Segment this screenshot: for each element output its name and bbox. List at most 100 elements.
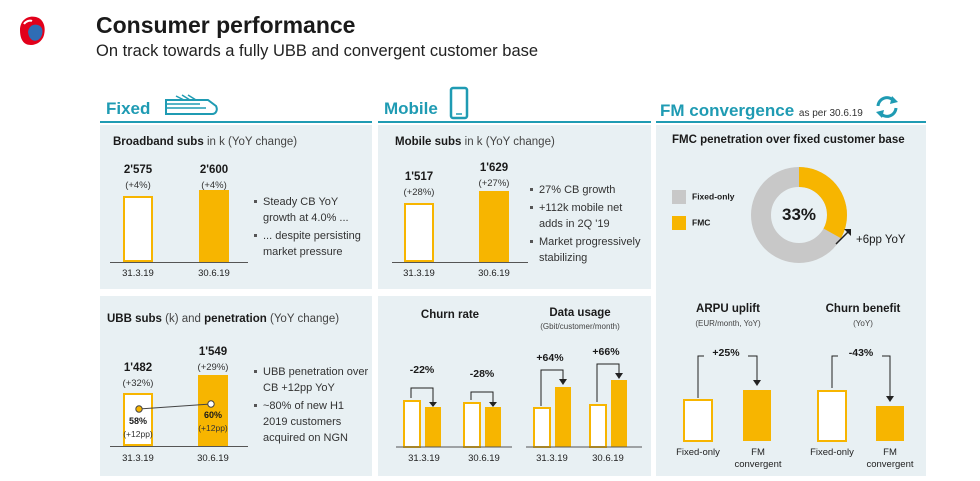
churn-delta-label: -22% <box>409 364 435 376</box>
legend-label: Fixed-only <box>692 191 735 202</box>
usage-bar <box>589 404 607 448</box>
broadband-bullets: Steady CB YoY growth at 4.0% ... ... des… <box>254 194 366 262</box>
broadband-tick-label: 30.6.19 <box>198 268 230 279</box>
ubb-penetration-label: 58% <box>128 416 147 426</box>
legend-label: FMC <box>692 217 711 228</box>
legend-swatch <box>672 216 686 230</box>
broadband-title-text: Broadband subs <box>113 136 204 148</box>
page-subtitle: On track towards a fully UBB and converg… <box>96 42 539 60</box>
ubb-penetration-point <box>135 405 143 413</box>
swisscom-logo-icon <box>20 16 45 45</box>
usage-delta-label: +66% <box>592 346 620 358</box>
churn-benefit-subtitle: (YoY) <box>853 319 873 328</box>
churn-benefit-delta-arrow <box>886 396 894 402</box>
churn-bar <box>425 407 441 447</box>
arpu-bar <box>683 399 713 442</box>
churn-delta-arrow <box>429 402 437 407</box>
fmc-annotation: +6pp YoY <box>856 234 906 246</box>
ubb-change-label: (+29%) <box>197 362 229 373</box>
usage-subtitle: (Gbit/customer/month) <box>540 322 620 331</box>
mobile-value-label: 1'517 <box>404 171 434 183</box>
smartphone-icon <box>449 86 469 120</box>
ubb-bullets: UBB penetration over CB +12pp YoY ~80% o… <box>254 364 370 448</box>
churn-benefit-tick-label: FM convergent <box>866 447 914 470</box>
churn-bar <box>403 400 421 448</box>
ubb-bar <box>198 375 228 446</box>
ubb-penetration-point <box>207 400 215 408</box>
ubb-penetration-change: (+12pp) <box>198 423 228 433</box>
churn-benefit-tick-label: Fixed-only <box>810 447 854 458</box>
mobile-bar <box>404 203 434 262</box>
churn-benefit-bar <box>817 390 847 442</box>
section-fmc-rule <box>656 121 926 123</box>
arpu-subtitle: (EUR/month, YoY) <box>695 319 761 328</box>
ubb-penetration-change: (+12pp) <box>123 429 153 439</box>
arpu-bar <box>743 390 771 441</box>
usage-bar <box>533 407 551 448</box>
bullet-item: ~80% of new H1 2019 customers acquired o… <box>254 398 370 446</box>
section-fmc-title: FM convergence <box>660 101 795 120</box>
churn-benefit-delta-connector <box>831 355 838 388</box>
churn-bar <box>485 407 501 447</box>
churn-benefit-bar <box>876 406 904 441</box>
broadband-bar <box>123 196 153 262</box>
usage-title: Data usage <box>549 307 611 319</box>
churn-benefit-title: Churn benefit <box>825 303 901 315</box>
broadband-baseline <box>110 262 248 263</box>
churn-bar <box>463 402 481 448</box>
usage-chart <box>526 363 642 448</box>
section-fmc-label: FM convergence as per 30.6.19 <box>660 101 863 121</box>
broadband-change-label: (+4%) <box>201 180 227 191</box>
bullet-item: Market progressively stabilizing <box>530 234 646 266</box>
mobile-tick-label: 30.6.19 <box>478 268 510 279</box>
ubb-change-label: (+32%) <box>122 378 154 389</box>
fiber-cable-icon <box>165 94 218 115</box>
broadband-value-label: 2'575 <box>123 164 153 176</box>
usage-delta-connector <box>540 369 564 406</box>
broadband-title: Broadband subs in k (YoY change) <box>113 136 297 148</box>
usage-delta-arrow <box>615 373 623 379</box>
ubb-title-note2: (YoY change) <box>269 313 340 325</box>
broadband-title-note: in k (YoY change) <box>206 136 298 148</box>
churn-delta-connector <box>410 387 434 404</box>
legend-item-fixed-only: Fixed-only <box>672 190 735 204</box>
fmc-center-label: 33% <box>781 205 817 224</box>
churn-tick-label: 30.6.19 <box>468 453 500 464</box>
churn-delta-arrow <box>489 402 497 407</box>
churn-delta-connector <box>470 391 494 404</box>
arpu-delta-connector <box>697 355 704 398</box>
churn-benefit-delta-connector <box>882 355 891 398</box>
arpu-chart <box>683 355 771 442</box>
broadband-tick-label: 31.3.19 <box>122 268 154 279</box>
ubb-value-label: 1'549 <box>198 346 228 358</box>
churn-benefit-delta-label: -43% <box>848 347 874 359</box>
churn-delta-label: -28% <box>469 368 495 380</box>
ubb-title-text: UBB subs <box>107 313 162 325</box>
refresh-arrows-icon <box>876 96 898 118</box>
section-mobile-label: Mobile <box>384 99 438 118</box>
section-fmc-note: as per 30.6.19 <box>798 108 863 119</box>
arpu-title: ARPU uplift <box>696 303 760 315</box>
broadband-bar <box>199 190 229 262</box>
ubb-bar <box>123 393 153 446</box>
mobile-baseline <box>392 262 528 263</box>
churn-title: Churn rate <box>420 309 480 321</box>
bullet-item: +112k mobile net adds in 2Q '19 <box>530 200 646 232</box>
fmc-growth-arrow-icon <box>835 229 851 245</box>
mobile-change-label: (+28%) <box>403 187 435 198</box>
ubb-penetration-line <box>135 400 215 413</box>
churn-chart <box>396 387 512 448</box>
fmc-donut <box>751 167 847 263</box>
fmc-title: FMC penetration over fixed customer base <box>672 134 905 146</box>
usage-bar <box>611 380 627 447</box>
churn-tick-label: 31.3.19 <box>408 453 440 464</box>
section-mobile-rule <box>378 121 651 123</box>
broadband-change-label: (+4%) <box>125 180 151 191</box>
mobile-title-text: Mobile subs <box>395 136 462 148</box>
usage-delta-arrow <box>559 379 567 385</box>
usage-tick-label: 30.6.19 <box>592 453 624 464</box>
mobile-tick-label: 31.3.19 <box>403 268 435 279</box>
usage-delta-connector <box>596 363 620 402</box>
ubb-tick-label: 31.3.19 <box>122 453 154 464</box>
arpu-tick-label: Fixed-only <box>676 447 720 458</box>
